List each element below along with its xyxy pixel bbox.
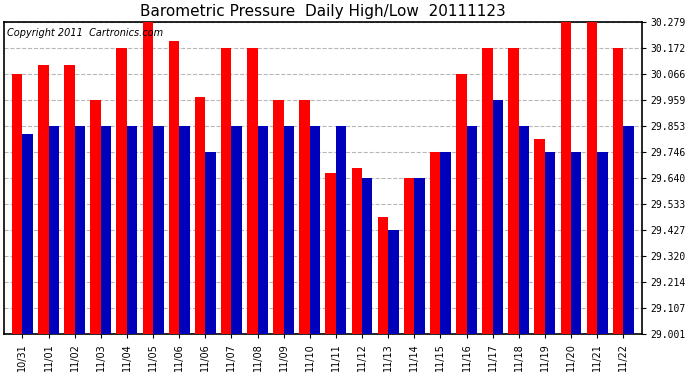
Bar [310,126,320,334]
Bar [519,126,529,334]
Bar [299,100,310,334]
Bar [336,126,346,334]
Bar [153,126,164,334]
Bar [221,48,231,334]
Bar [362,178,373,334]
Bar [597,152,608,334]
Bar [101,126,111,334]
Bar [430,152,440,334]
Bar [493,100,503,334]
Bar [38,65,48,334]
Bar [623,126,633,334]
Text: Copyright 2011  Cartronics.com: Copyright 2011 Cartronics.com [8,28,164,38]
Bar [545,152,555,334]
Bar [48,126,59,334]
Bar [64,65,75,334]
Bar [127,126,137,334]
Bar [90,100,101,334]
Bar [169,41,179,334]
Bar [613,48,623,334]
Bar [388,230,399,334]
Bar [509,48,519,334]
Bar [456,74,466,334]
Bar [466,126,477,334]
Bar [326,173,336,334]
Bar [352,168,362,334]
Bar [560,22,571,334]
Bar [143,22,153,334]
Bar [377,217,388,334]
Bar [404,178,414,334]
Bar [247,48,257,334]
Bar [12,74,23,334]
Bar [195,97,206,334]
Bar [571,152,582,334]
Bar [284,126,294,334]
Bar [23,134,33,334]
Bar [231,126,242,334]
Title: Barometric Pressure  Daily High/Low  20111123: Barometric Pressure Daily High/Low 20111… [140,4,506,19]
Bar [440,152,451,334]
Bar [586,22,597,334]
Bar [414,178,425,334]
Bar [75,126,85,334]
Bar [535,139,545,334]
Bar [206,152,216,334]
Bar [117,48,127,334]
Bar [482,48,493,334]
Bar [179,126,190,334]
Bar [273,100,284,334]
Bar [257,126,268,334]
